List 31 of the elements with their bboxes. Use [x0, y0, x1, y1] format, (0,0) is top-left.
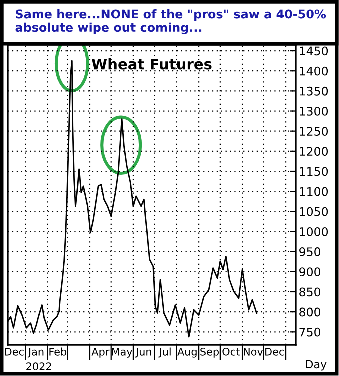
y-tick-label: 1000	[300, 227, 328, 236]
y-tick-label: 850	[300, 288, 321, 297]
x-tick-label: Dec	[266, 348, 284, 356]
x-tick-label: Nov	[244, 348, 264, 356]
y-tick-label: 1450	[300, 46, 328, 56]
y-tick-label: 1350	[300, 86, 328, 96]
y-tick-label: 900	[300, 268, 321, 277]
y-tick-label: 1050	[300, 207, 328, 216]
x-tick-label: Dec	[5, 348, 24, 356]
x-tick-label: Oct	[222, 348, 240, 356]
y-tick-label: 1200	[300, 147, 328, 156]
x-tick-label: Jan	[28, 348, 44, 358]
y-tick-label: 750	[300, 328, 321, 337]
y-tick-label: 1150	[300, 167, 328, 176]
x-axis-title: Day	[306, 360, 327, 371]
y-tick-label: 1300	[300, 106, 328, 116]
x-tick-label: Apr	[92, 348, 110, 358]
text: 2022	[26, 362, 52, 371]
y-tick-label: 1400	[300, 66, 328, 76]
x-tick-label: Aug	[178, 348, 197, 358]
y-tick-label: 1250	[300, 127, 328, 136]
y-tick-label: 1100	[300, 187, 328, 196]
x-tick-label: May	[112, 348, 133, 358]
y-tick-label: 950	[300, 248, 321, 256]
x-tick-label: Jul	[158, 348, 171, 358]
x-tick-label: Feb	[50, 348, 67, 356]
text: Wheat Futures	[92, 58, 212, 70]
y-tick-label: 800	[300, 308, 321, 317]
x-tick-label: Sep	[200, 348, 219, 358]
x-tick-label: Jun	[135, 348, 152, 358]
chart-title: Same here...NONE of the "pros" saw a 40-50% absolute wipe out coming...	[16, 9, 326, 35]
